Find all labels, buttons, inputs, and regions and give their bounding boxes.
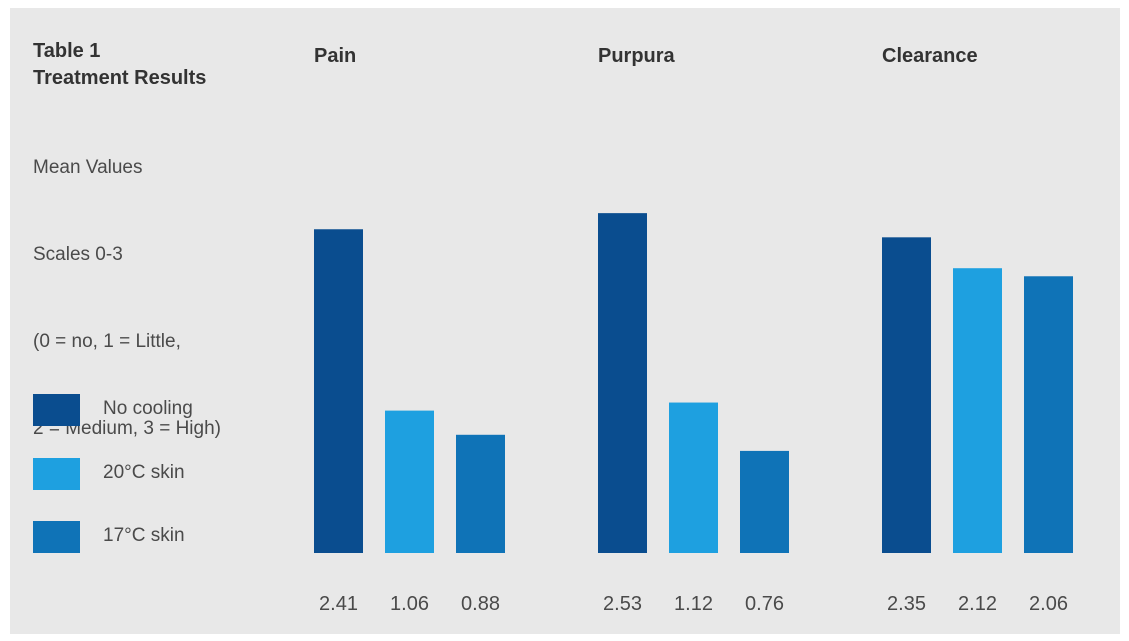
- legend-item-no-cooling: No cooling: [33, 394, 273, 426]
- value-label: 2.41: [319, 593, 358, 615]
- chart-panel: [10, 8, 1120, 634]
- category-label-pain: Pain: [314, 45, 356, 67]
- bar-clearance-0: [882, 237, 931, 554]
- value-label: 0.76: [745, 593, 784, 615]
- legend-label: 17°C skin: [103, 525, 185, 546]
- table-title: Table 1 Treatment Results: [33, 38, 206, 92]
- note-line: Scales 0-3: [33, 244, 123, 265]
- legend-swatch: [33, 458, 80, 490]
- value-label: 1.06: [390, 593, 429, 615]
- note-line: Mean Values: [33, 157, 143, 178]
- legend-swatch: [33, 394, 80, 426]
- category-label-clearance: Clearance: [882, 45, 978, 67]
- value-label: 2.12: [958, 593, 997, 615]
- value-label: 0.88: [461, 593, 500, 615]
- bar-purpura-1: [669, 402, 718, 553]
- table-heading: Treatment Results: [33, 67, 207, 89]
- bar-purpura-2: [740, 450, 789, 553]
- legend-item-17c-skin: 17°C skin: [33, 521, 273, 553]
- value-label: 2.53: [603, 593, 642, 615]
- value-label: 1.12: [674, 593, 713, 615]
- value-label: 2.06: [1029, 593, 1068, 615]
- table-number: Table 1: [33, 40, 101, 62]
- legend-label: No cooling: [103, 398, 193, 419]
- bar-clearance-2: [1024, 276, 1073, 553]
- bar-clearance-1: [953, 268, 1002, 553]
- value-label: 2.35: [887, 593, 926, 615]
- table-notes: Mean Values Scales 0-3 (0 = no, 1 = Litt…: [33, 95, 221, 472]
- bar-pain-1: [385, 410, 434, 553]
- note-line: (0 = no, 1 = Little,: [33, 331, 181, 352]
- category-label-purpura: Purpura: [598, 45, 676, 67]
- note-line: 2 = Medium, 3 = High): [33, 418, 221, 439]
- legend-swatch: [33, 521, 80, 553]
- bar-pain-2: [456, 434, 505, 553]
- legend-label: 20°C skin: [103, 462, 185, 483]
- bar-pain-0: [314, 229, 363, 554]
- legend-item-20c-skin: 20°C skin: [33, 458, 273, 490]
- bar-purpura-0: [598, 213, 647, 554]
